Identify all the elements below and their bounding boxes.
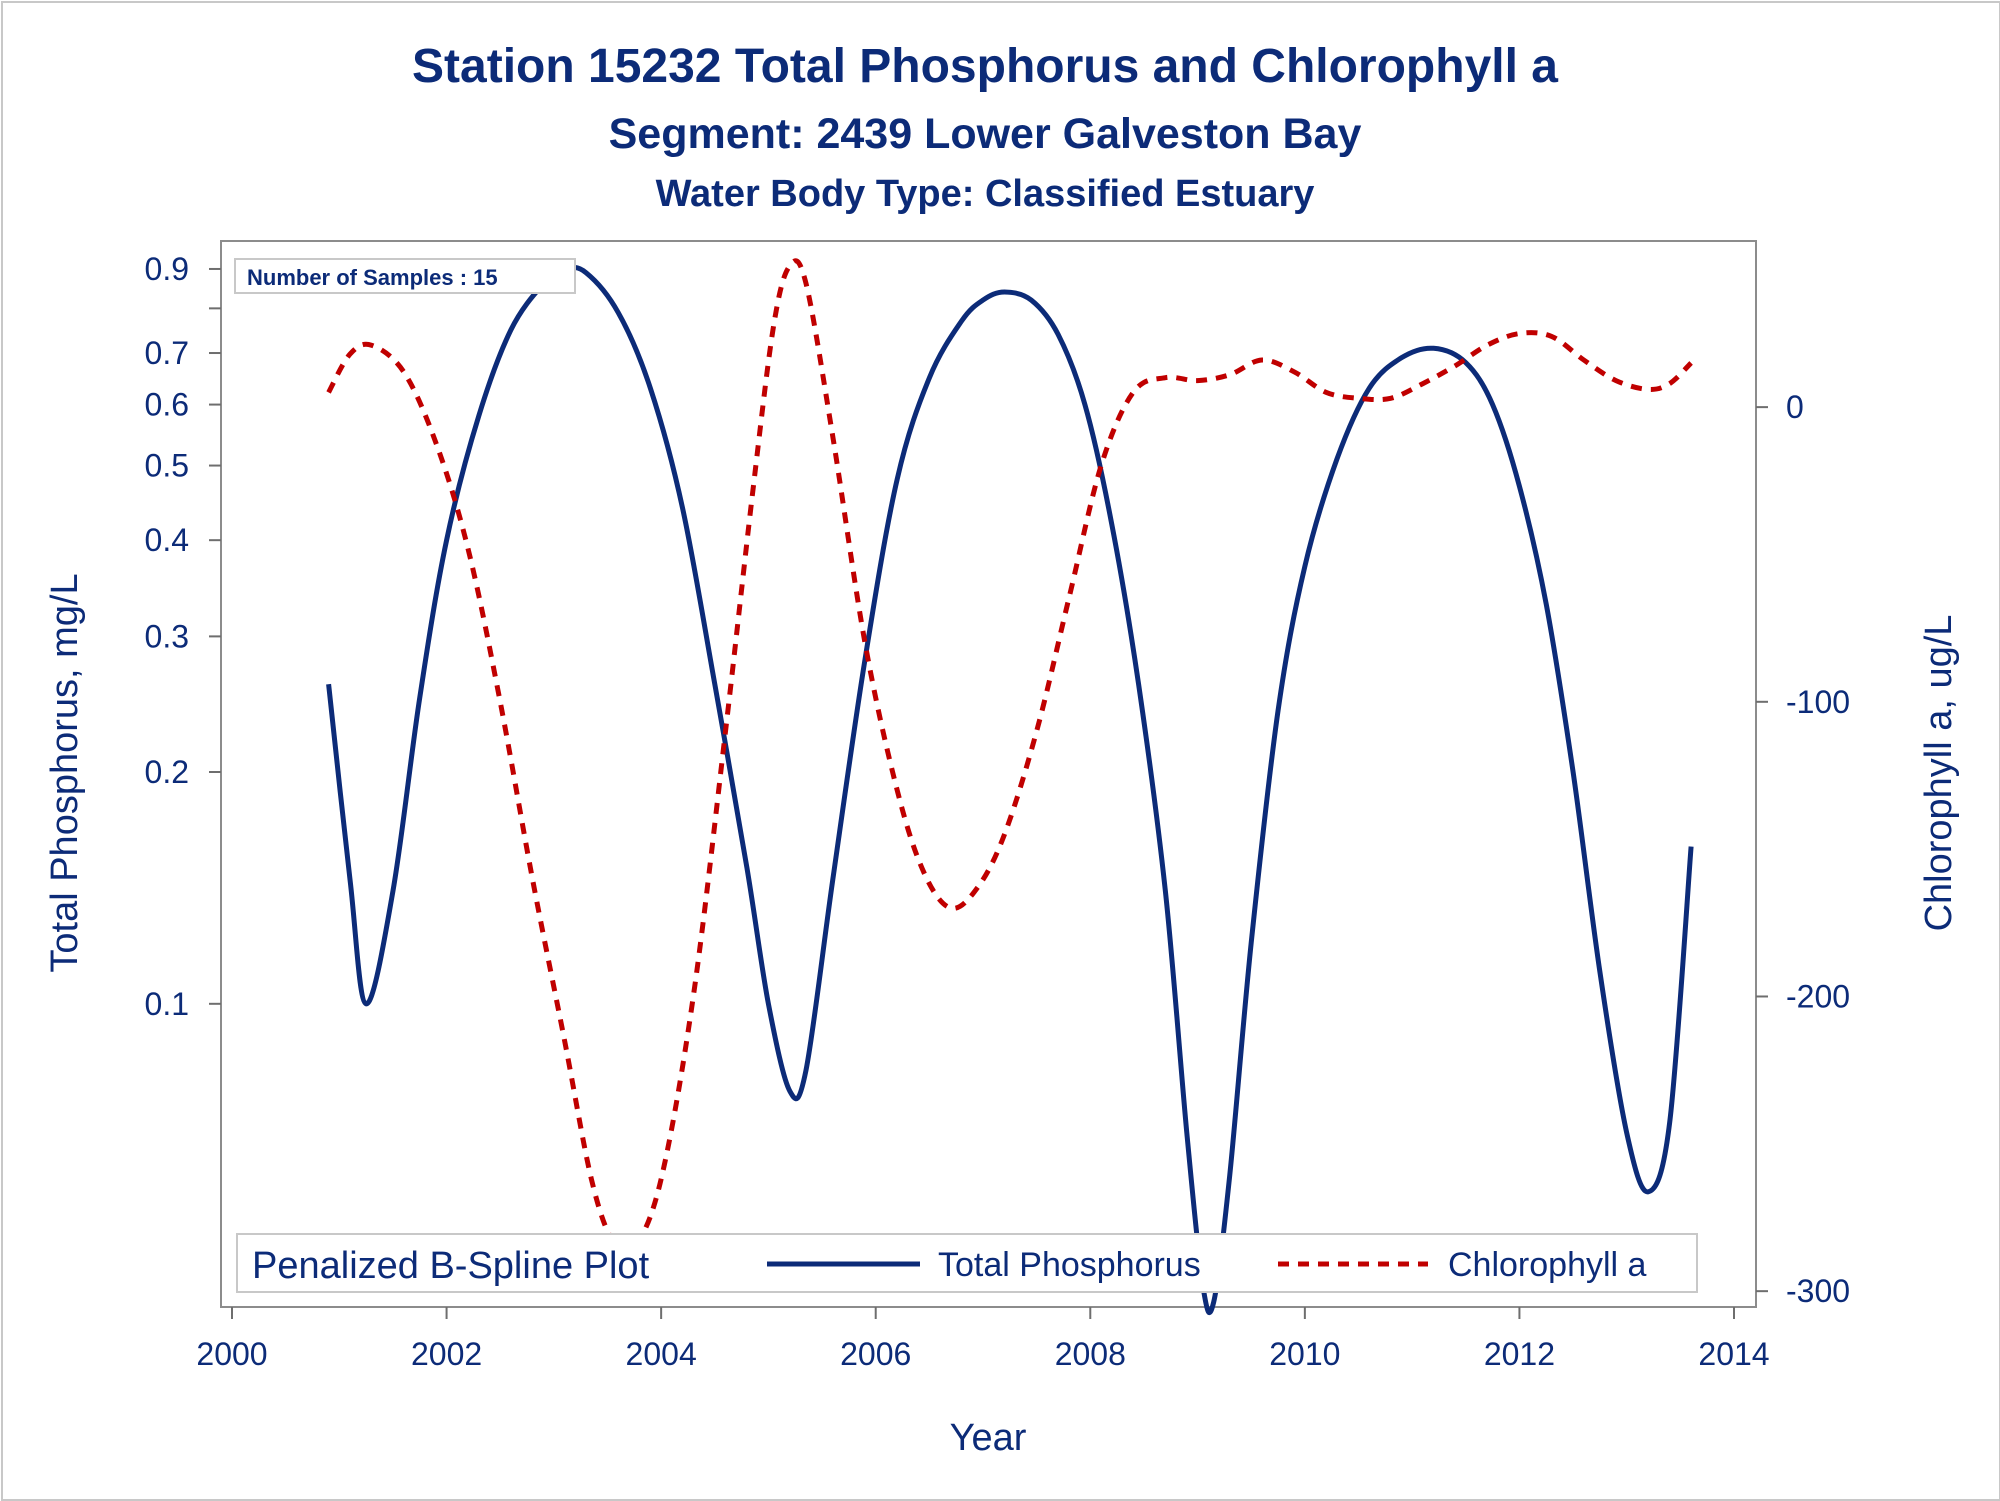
chart-subtitle-2: Water Body Type: Classified Estuary	[656, 173, 1315, 215]
x-tick-label: 2014	[1698, 1336, 1769, 1372]
y-tick-label: 0.6	[145, 387, 189, 423]
series-layer	[326, 258, 1694, 1316]
x-tick-label: 2002	[411, 1336, 482, 1372]
legend: Penalized B-Spline Plot Total Phosphorus…	[236, 1233, 1698, 1293]
x-axis: 2000 2002 2004 2006 2008 2010 2012 2014	[196, 1307, 1770, 1372]
x-axis-label: Year	[950, 1417, 1027, 1459]
x-tick-label: 2000	[196, 1336, 267, 1372]
sample-count-inset: Number of Samples : 15	[234, 258, 576, 294]
legend-title: Penalized B-Spline Plot	[252, 1245, 650, 1287]
y-tick-label: 0.9	[145, 251, 189, 287]
x-tick-label: 2004	[626, 1336, 697, 1372]
legend-label-total-phosphorus: Total Phosphorus	[938, 1246, 1201, 1284]
y-tick-label: 0.2	[145, 754, 189, 790]
x-tick-label: 2006	[840, 1336, 911, 1372]
series-line-total-phosphorus	[326, 264, 1694, 1316]
y-tick-label: 0.4	[145, 522, 189, 558]
y-axis-right: -300 -200 -100 0	[1756, 389, 1850, 1309]
y-tick-label: 0.3	[145, 618, 189, 654]
x-tick-label: 2008	[1055, 1336, 1126, 1372]
legend-label-chlorophyll-a: Chlorophyll a	[1448, 1246, 1647, 1284]
inset-box	[234, 258, 576, 294]
y2-tick-label: -100	[1786, 684, 1850, 720]
y2-axis-label: Chlorophyll a, ug/L	[1918, 615, 1960, 932]
y-tick-label: 0.1	[145, 986, 189, 1022]
series-line-chlorophyll-a	[326, 258, 1693, 1256]
y2-tick-label: -200	[1786, 978, 1850, 1014]
chart-title: Station 15232 Total Phosphorus and Chlor…	[412, 40, 1558, 93]
y-axis-label: Total Phosphorus, mg/L	[44, 573, 86, 972]
y-axis-left: 0.1 0.2 0.3 0.4 0.5 0.6 0.7 0.9	[145, 251, 221, 1022]
inset-label: Number of Samples : 15	[247, 265, 498, 290]
legend-box	[236, 1233, 1698, 1293]
y2-tick-label: -300	[1786, 1273, 1850, 1309]
chart-subtitle: Segment: 2439 Lower Galveston Bay	[609, 110, 1362, 158]
plot-area	[220, 240, 1757, 1308]
x-tick-label: 2012	[1484, 1336, 1555, 1372]
x-tick-label: 2010	[1269, 1336, 1340, 1372]
y-tick-label: 0.7	[145, 335, 189, 371]
y-tick-label: 0.5	[145, 448, 189, 484]
y2-tick-label: 0	[1786, 389, 1804, 425]
